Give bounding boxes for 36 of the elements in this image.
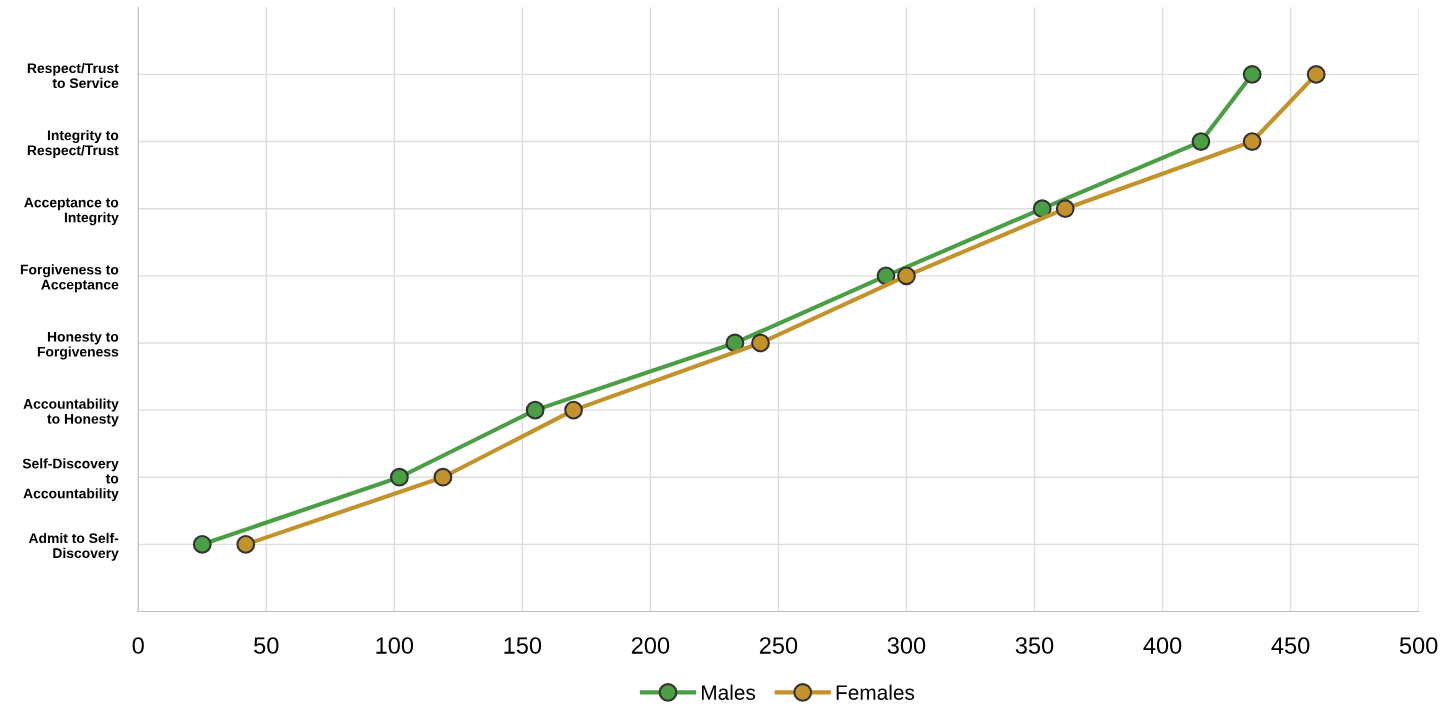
point xyxy=(1032,199,1052,219)
point xyxy=(751,333,770,353)
point xyxy=(433,467,453,487)
point xyxy=(897,266,916,286)
x-tick-label: 50 xyxy=(254,637,279,654)
point xyxy=(725,333,745,353)
legend-label: Males xyxy=(701,684,756,700)
y-tick-label: Respect/Trust to Service xyxy=(27,62,119,89)
y-tick-label: Honesty to Forgiveness xyxy=(37,331,119,360)
y-tick-label: Accountability to Honesty xyxy=(23,398,119,427)
y-tick-label: Admit to Self- Discovery xyxy=(28,532,119,561)
x-tick-label: 250 xyxy=(759,637,798,654)
y-tick-label: Forgiveness to Acceptance xyxy=(20,264,119,293)
x-tick-label: 300 xyxy=(887,637,926,654)
point xyxy=(564,400,583,420)
x-tick-label: 150 xyxy=(504,637,542,654)
point xyxy=(192,535,212,554)
point xyxy=(1242,65,1262,84)
x-tick-label: 100 xyxy=(376,637,414,654)
x-tick-label: 0 xyxy=(132,637,144,654)
point xyxy=(1306,65,1326,84)
x-tick-label: 350 xyxy=(1015,637,1054,654)
point xyxy=(1242,132,1262,151)
x-tick-label: 400 xyxy=(1143,637,1182,654)
point xyxy=(390,467,409,487)
point xyxy=(1055,199,1075,219)
y-tick-label: Self-Discovery to Accountability xyxy=(22,458,119,502)
legend-label: Females xyxy=(836,684,915,700)
x-tick-label: 500 xyxy=(1399,637,1438,654)
y-tick-label: Integrity to Respect/Trust xyxy=(27,130,119,158)
point xyxy=(525,400,545,420)
point xyxy=(236,535,256,554)
x-tick-label: 450 xyxy=(1271,637,1310,654)
x-tick-label: 200 xyxy=(631,637,670,654)
point xyxy=(1191,132,1211,151)
y-tick-label: Acceptance to Integrity xyxy=(24,197,119,226)
